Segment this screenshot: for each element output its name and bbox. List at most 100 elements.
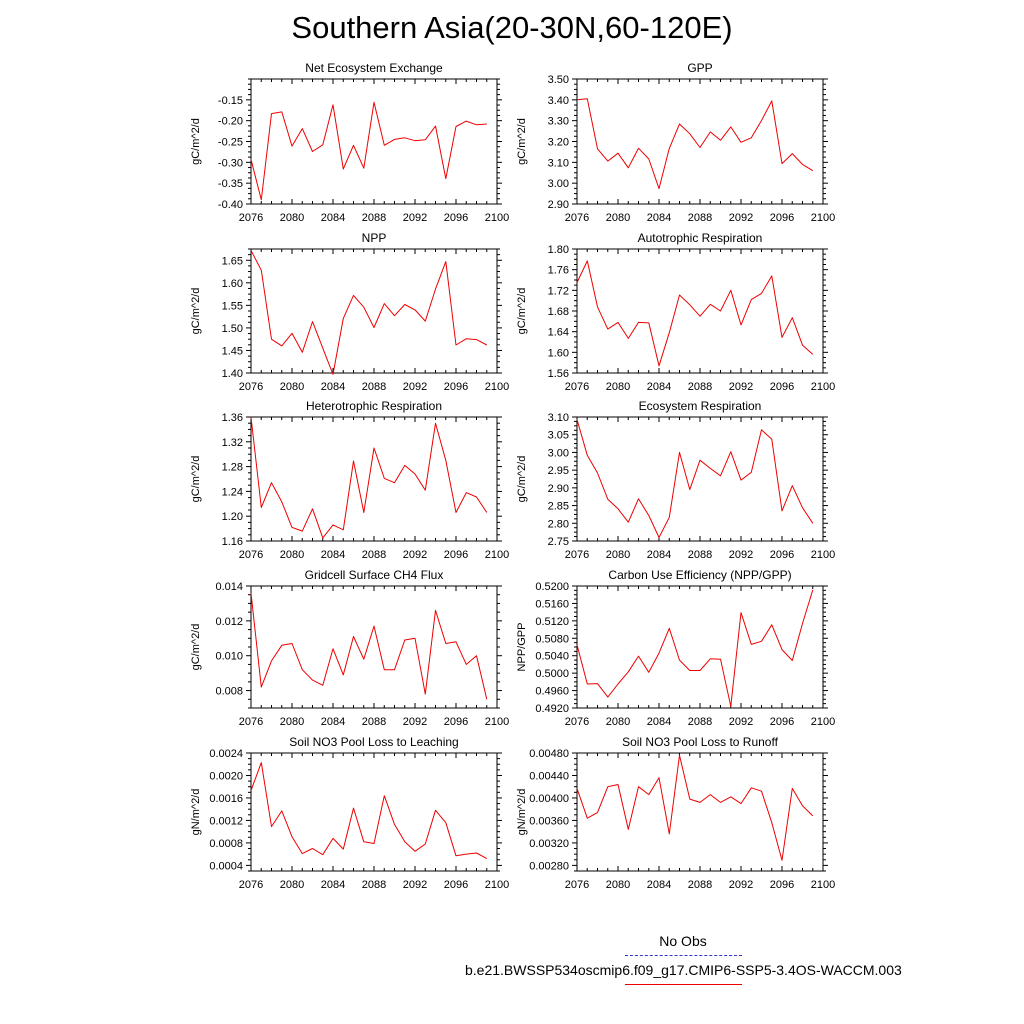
- y-tick-label: 3.10: [548, 157, 569, 169]
- y-tick-label: -0.25: [218, 137, 243, 149]
- series-line: [250, 101, 487, 201]
- y-tick-label: 2.90: [548, 199, 569, 211]
- y-axis-label: gC/m^2/d: [516, 456, 528, 503]
- x-tick-label: 2100: [485, 549, 509, 561]
- x-tick-label: 2080: [606, 549, 630, 561]
- y-tick-label: 0.010: [215, 651, 243, 663]
- y-tick-label: 0.014: [215, 581, 243, 593]
- plot-frame: [250, 248, 498, 374]
- y-tick-label: 2.85: [548, 501, 569, 513]
- plot-frame: [250, 78, 498, 205]
- x-tick-label: 2084: [321, 549, 345, 561]
- x-tick-label: 2092: [403, 549, 427, 561]
- plot-frame: [576, 248, 824, 374]
- x-tick-label: 2096: [770, 879, 794, 891]
- chart-title: Ecosystem Respiration: [639, 399, 762, 413]
- y-tick-label: 0.5040: [535, 651, 569, 663]
- x-tick-label: 2080: [606, 381, 630, 393]
- y-tick-label: 3.05: [548, 430, 569, 442]
- x-tick-label: 2088: [688, 549, 712, 561]
- y-tick-label: 0.0004: [209, 860, 243, 872]
- y-tick-label: 0.008: [215, 686, 243, 698]
- x-tick-label: 2092: [729, 716, 753, 728]
- chart-title: Soil NO3 Pool Loss to Leaching: [289, 735, 458, 749]
- x-tick-label: 2088: [362, 879, 386, 891]
- y-tick-label: 0.4920: [535, 703, 569, 715]
- x-tick-label: 2096: [444, 381, 468, 393]
- x-tick-label: 2084: [647, 381, 671, 393]
- x-tick-label: 2096: [444, 212, 468, 224]
- x-tick-label: 2076: [239, 549, 263, 561]
- plot-frame: [576, 752, 824, 872]
- series-line: [250, 416, 488, 539]
- series-line: [250, 250, 488, 375]
- y-tick-label: -0.35: [218, 178, 243, 190]
- y-tick-label: 0.00320: [529, 838, 569, 850]
- chart-title: Autotrophic Respiration: [638, 231, 763, 245]
- y-tick-label: 0.5000: [535, 668, 569, 680]
- series-line: [576, 754, 814, 861]
- y-tick-label: 0.0008: [209, 838, 243, 850]
- x-tick-label: 2084: [647, 212, 671, 224]
- x-tick-label: 2096: [444, 716, 468, 728]
- y-tick-label: 1.60: [548, 347, 569, 359]
- x-tick-label: 2092: [729, 549, 753, 561]
- series-line: [576, 419, 814, 538]
- y-tick-label: 1.60: [222, 278, 243, 290]
- x-tick-label: 2100: [811, 879, 835, 891]
- chart-title: Gridcell Surface CH4 Flux: [305, 568, 444, 582]
- y-axis-label: NPP/GPP: [516, 623, 528, 672]
- x-tick-label: 2076: [239, 879, 263, 891]
- chart-panel-6: 2076 2080 2084 2088 2092 2096 2100 2.75 2.80 2.85…: [516, 399, 835, 561]
- x-tick-label: 2092: [729, 212, 753, 224]
- y-tick-label: 0.5200: [535, 581, 569, 593]
- x-tick-label: 2100: [485, 879, 509, 891]
- series-line: [576, 98, 814, 190]
- y-tick-label: 3.10: [548, 412, 569, 424]
- x-tick-label: 2100: [485, 381, 509, 393]
- x-tick-label: 2096: [444, 879, 468, 891]
- y-tick-label: 0.00480: [529, 748, 569, 760]
- x-tick-label: 2080: [606, 212, 630, 224]
- y-axis-label: gN/m^2/d: [190, 789, 202, 836]
- x-tick-label: 2096: [770, 381, 794, 393]
- x-tick-label: 2096: [770, 549, 794, 561]
- x-tick-label: 2084: [321, 381, 345, 393]
- x-tick-label: 2076: [239, 716, 263, 728]
- x-tick-label: 2076: [565, 879, 589, 891]
- x-tick-label: 2076: [565, 716, 589, 728]
- x-tick-label: 2100: [485, 212, 509, 224]
- chart-panel-9: 2076 2080 2084 2088 2092 2096 2100 0.0004 0.0008…: [190, 735, 509, 891]
- x-tick-label: 2080: [280, 381, 304, 393]
- y-tick-label: 1.76: [548, 265, 569, 277]
- series-line: [250, 762, 488, 860]
- x-tick-label: 2088: [688, 879, 712, 891]
- y-tick-label: 0.00400: [529, 793, 569, 805]
- x-tick-label: 2092: [729, 879, 753, 891]
- x-tick-label: 2076: [239, 381, 263, 393]
- x-tick-label: 2076: [565, 381, 589, 393]
- y-tick-label: 1.64: [548, 327, 569, 339]
- y-tick-label: 1.20: [222, 511, 243, 523]
- x-tick-label: 2092: [729, 381, 753, 393]
- series-line: [250, 592, 488, 700]
- x-tick-label: 2080: [280, 716, 304, 728]
- y-tick-label: 1.32: [222, 437, 243, 449]
- page-title: Southern Asia(20-30N,60-120E): [291, 10, 733, 45]
- x-tick-label: 2080: [280, 212, 304, 224]
- y-tick-label: 0.5120: [535, 616, 569, 628]
- x-tick-label: 2088: [688, 716, 712, 728]
- y-axis-label: gN/m^2/d: [516, 789, 528, 836]
- chart-panel-3: 2076 2080 2084 2088 2092 2096 2100 1.40 1.45 1.50…: [190, 231, 509, 393]
- x-tick-label: 2080: [280, 879, 304, 891]
- chart-title: Carbon Use Efficiency (NPP/GPP): [608, 568, 791, 582]
- x-tick-label: 2092: [403, 879, 427, 891]
- y-tick-label: 1.72: [548, 285, 569, 297]
- x-tick-label: 2100: [811, 212, 835, 224]
- y-tick-label: 1.24: [222, 486, 243, 498]
- x-tick-label: 2084: [321, 879, 345, 891]
- y-tick-label: 0.0024: [209, 748, 243, 760]
- y-tick-label: 3.50: [548, 74, 569, 86]
- y-tick-label: 1.55: [222, 300, 243, 312]
